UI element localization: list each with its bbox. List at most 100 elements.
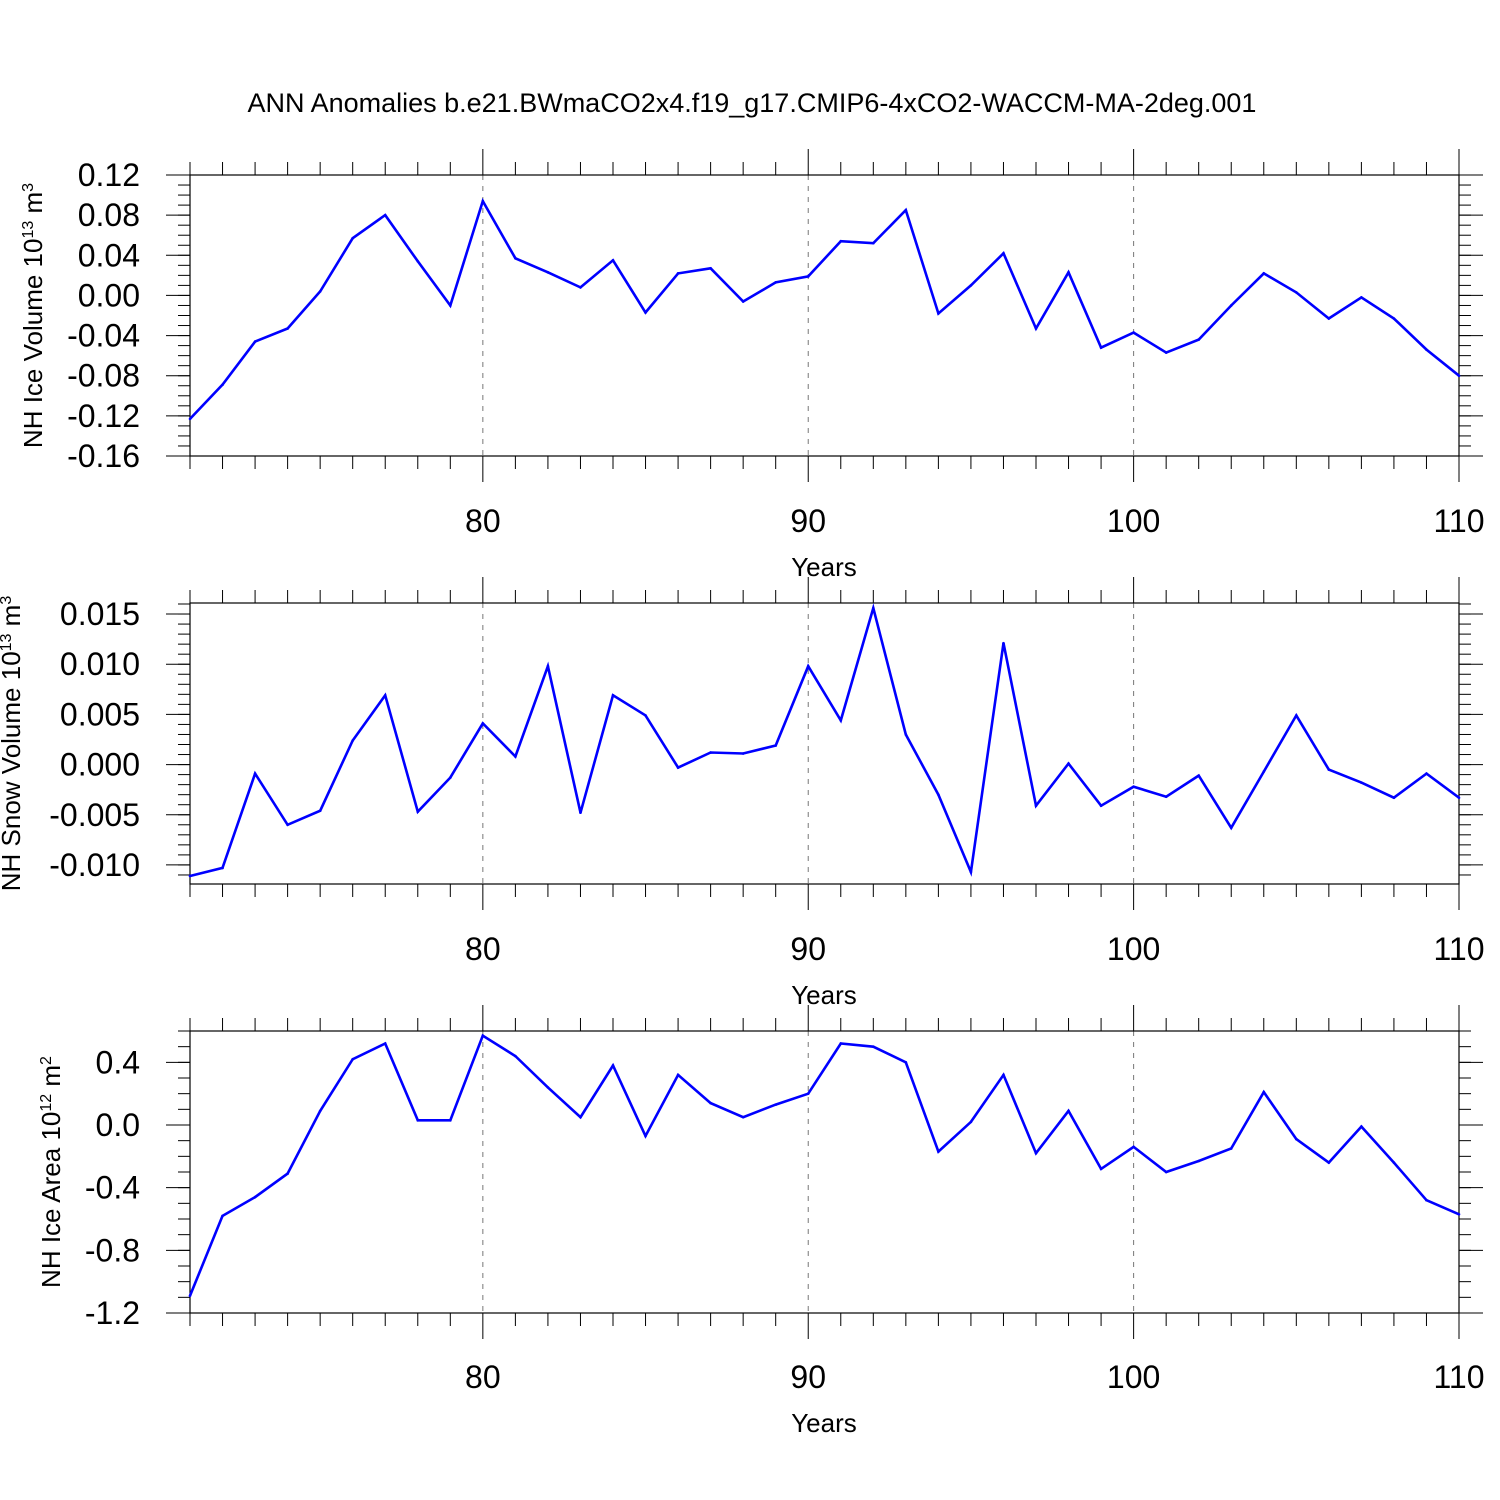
data-point <box>221 1214 224 1218</box>
x-tick-label: 90 <box>790 931 826 967</box>
x-tick-label: 80 <box>465 1359 501 1395</box>
data-point <box>937 793 940 796</box>
data-point <box>872 241 875 245</box>
data-point <box>1327 317 1331 320</box>
y-tick-label: -0.4 <box>85 1170 140 1206</box>
data-point <box>611 1064 615 1067</box>
data-point <box>806 275 810 278</box>
data-point <box>709 751 712 754</box>
data-point <box>1197 774 1200 777</box>
y-axis-title: NH Snow Volume 1013 m3 <box>0 596 26 892</box>
data-point <box>481 722 485 725</box>
series-line <box>188 1033 1460 1297</box>
data-point <box>449 1119 452 1122</box>
data-point <box>514 755 517 758</box>
data-point <box>383 1042 387 1045</box>
y-axis-title-superscript: 3 <box>0 596 15 605</box>
y-tick-label: 0.12 <box>78 157 140 193</box>
x-axis-title: Years <box>791 552 857 582</box>
x-tick-label: 90 <box>790 503 826 539</box>
x-tick-label: 100 <box>1107 503 1160 539</box>
data-point <box>351 236 354 240</box>
data-point <box>969 870 973 874</box>
data-point <box>904 1061 908 1064</box>
data-point <box>969 1120 973 1124</box>
data-point <box>1197 1159 1200 1163</box>
data-point <box>937 1150 940 1153</box>
y-tick-label: 0.08 <box>78 197 140 233</box>
series-line <box>189 603 1460 878</box>
data-point <box>188 1294 192 1298</box>
data-point <box>709 1101 712 1105</box>
y-axis-title: NH Ice Area 1012 m2 <box>36 1056 66 1288</box>
data-point <box>1360 1125 1363 1128</box>
data-point <box>1262 1090 1266 1094</box>
data-point <box>676 1073 680 1077</box>
y-axis-title-text: m <box>0 605 26 634</box>
data-point <box>676 766 680 769</box>
data-point <box>1262 770 1266 773</box>
y-tick-label: 0.00 <box>78 277 140 313</box>
data-point <box>253 772 257 775</box>
data-point <box>1457 374 1461 378</box>
plot-frame <box>189 1030 1460 1314</box>
data-point <box>839 239 843 243</box>
data-point <box>1295 291 1298 294</box>
data-point <box>1425 772 1428 775</box>
y-axis-title-text: m <box>36 1065 66 1094</box>
x-tick-label: 100 <box>1107 1359 1160 1395</box>
data-point <box>611 694 615 697</box>
data-point <box>1067 1109 1070 1113</box>
data-point <box>969 284 973 287</box>
data-point <box>1425 1198 1428 1202</box>
data-point <box>221 383 224 387</box>
data-point <box>318 809 322 813</box>
data-point <box>1002 251 1005 255</box>
x-tick-label: 90 <box>790 1359 826 1395</box>
data-point <box>286 1172 289 1175</box>
y-axis-title: NH Ice Volume 1013 m3 <box>18 183 48 448</box>
y-axis-title-text: NH Ice Area 10 <box>36 1112 66 1288</box>
y-tick-label: 0.015 <box>60 596 140 632</box>
data-point <box>1327 768 1331 771</box>
data-point <box>1457 1213 1461 1216</box>
x-tick-label: 110 <box>1433 931 1484 967</box>
data-point <box>1327 1161 1331 1164</box>
panel-3: 80 90 100 110 Years -1.2 -0.8 -0.4 0.0 0.4 NH Ice … <box>36 1005 1485 1438</box>
data-point <box>1229 1147 1233 1150</box>
y-axis-title-text: NH Ice Volume 10 <box>18 239 48 449</box>
data-point <box>1164 1170 1168 1174</box>
data-point <box>253 1195 257 1199</box>
data-point <box>644 1134 647 1138</box>
data-point <box>937 312 940 315</box>
data-point <box>1067 271 1070 274</box>
data-point <box>286 823 289 827</box>
data-point <box>481 1034 485 1037</box>
data-point <box>1132 331 1135 334</box>
data-point <box>1034 804 1038 808</box>
data-point <box>1164 351 1168 354</box>
chart-title: ANN Anomalies b.e21.BWmaCO2x4.f19_g17.CM… <box>248 88 1257 118</box>
data-point <box>1099 1167 1103 1171</box>
data-point <box>644 714 647 717</box>
data-point <box>1099 804 1103 808</box>
y-axis-title-superscript: 12 <box>38 1094 55 1112</box>
y-tick-label: -0.005 <box>49 797 140 833</box>
y-tick-label: 0.0 <box>96 1107 140 1143</box>
series-line <box>189 197 1460 420</box>
data-point <box>1164 795 1168 798</box>
data-point <box>839 719 843 722</box>
data-point <box>1392 796 1396 799</box>
data-point <box>188 417 192 421</box>
data-point <box>416 1119 420 1122</box>
data-point <box>579 286 582 289</box>
data-point <box>514 1054 517 1058</box>
data-point <box>351 739 354 742</box>
data-point <box>546 664 550 668</box>
data-point <box>188 874 192 878</box>
data-point <box>579 811 582 815</box>
data-point <box>1197 338 1200 341</box>
data-point <box>1295 714 1298 717</box>
data-point <box>351 1057 354 1061</box>
data-point <box>872 606 875 610</box>
